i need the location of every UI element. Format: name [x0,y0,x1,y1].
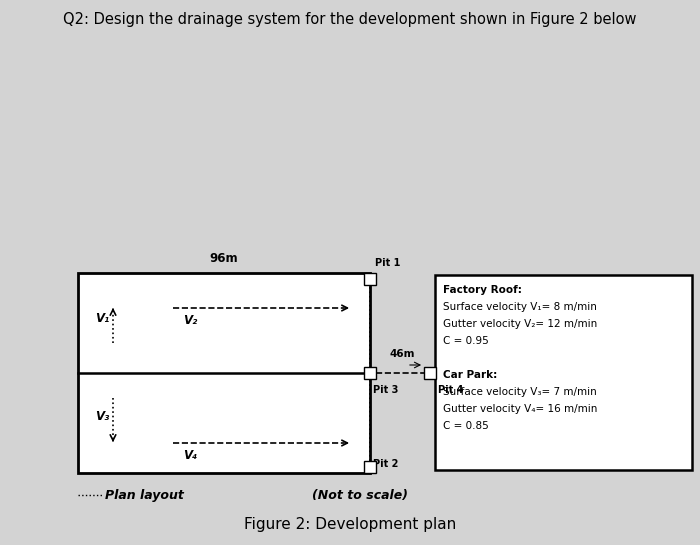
Bar [364,367,376,379]
Text: Gutter velocity V₂= 12 m/min: Gutter velocity V₂= 12 m/min [443,319,597,329]
Bar [364,461,376,473]
Text: V₁: V₁ [94,312,109,325]
Text: 46m: 46m [389,349,414,359]
Text: Car Park:: Car Park: [443,370,497,380]
Text: Surface velocity V₁= 8 m/min: Surface velocity V₁= 8 m/min [443,302,597,312]
Text: (Not to scale): (Not to scale) [312,488,408,501]
Text: V₄: V₄ [183,449,197,462]
Text: Pit 1: Pit 1 [375,258,400,268]
Text: Gutter velocity V₄= 16 m/min: Gutter velocity V₄= 16 m/min [443,404,597,414]
Bar [78,273,370,473]
Text: Figure 2: Development plan: Figure 2: Development plan [244,517,456,532]
Text: 96m: 96m [210,252,238,265]
Bar [364,273,376,285]
Text: Pit 4: Pit 4 [438,385,463,395]
Text: Plan layout: Plan layout [105,488,184,501]
Bar [435,275,692,470]
Text: Pit 3: Pit 3 [373,385,398,395]
Text: V₂: V₂ [183,314,197,327]
Text: Surface velocity V₃= 7 m/min: Surface velocity V₃= 7 m/min [443,387,596,397]
Text: Q2: Design the drainage system for the development shown in Figure 2 below: Q2: Design the drainage system for the d… [63,12,637,27]
Text: Pit 2: Pit 2 [373,459,398,469]
Text: C = 0.85: C = 0.85 [443,421,489,431]
Text: C = 0.95: C = 0.95 [443,336,489,346]
Text: Factory Roof:: Factory Roof: [443,285,522,295]
Text: V₃: V₃ [94,410,109,423]
Bar [424,367,436,379]
